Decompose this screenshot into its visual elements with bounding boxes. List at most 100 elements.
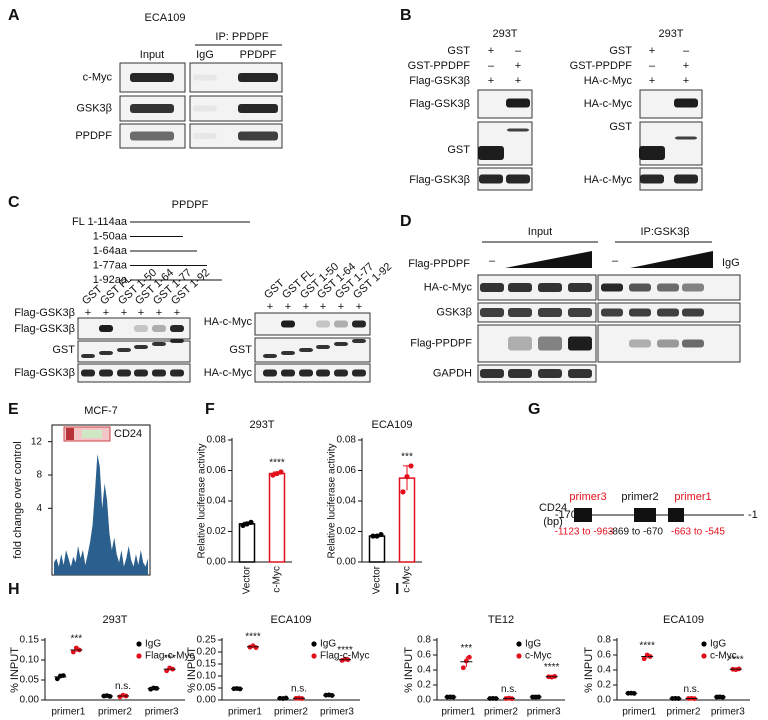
sign: +	[488, 45, 494, 57]
band	[170, 339, 184, 343]
band	[538, 336, 562, 351]
significance: ****	[544, 662, 560, 673]
row-label: GAPDH	[433, 367, 472, 379]
data-point	[404, 474, 410, 480]
y-tick-label: 0.04	[207, 496, 227, 507]
gene-direction: CD24	[114, 428, 142, 440]
row-label: HA-c-Myc	[424, 281, 473, 293]
y-tick-label: 0.0	[417, 695, 431, 706]
row-label: PPDPF	[75, 130, 112, 142]
legend-marker	[701, 653, 707, 659]
data-point	[374, 533, 380, 539]
chart-title: 293T	[102, 614, 127, 626]
x-tick-label: primer3	[320, 707, 354, 718]
band	[480, 369, 504, 378]
y-tick-label: 0.10	[20, 655, 40, 666]
sign: +	[683, 75, 689, 87]
title: 293T	[658, 28, 683, 40]
panel-label: B	[400, 7, 412, 24]
legend-marker	[516, 653, 522, 659]
legend-marker	[136, 653, 142, 659]
band	[568, 308, 592, 317]
legend-label: IgG	[145, 639, 161, 650]
significance: ****	[337, 645, 353, 656]
band	[480, 308, 504, 317]
band	[629, 339, 651, 348]
y-tick-label: 0.00	[197, 695, 217, 706]
band	[152, 342, 166, 346]
y-tick-label: 0.2	[417, 680, 431, 691]
x-tick-label: primer1	[228, 707, 262, 718]
legend-marker	[311, 653, 317, 659]
sign: –	[515, 45, 522, 57]
y-tick-label: 0.05	[197, 683, 217, 694]
sign: –	[649, 60, 656, 72]
sign: +	[138, 307, 144, 319]
data-point	[378, 531, 384, 538]
significance: ***	[401, 452, 413, 463]
band	[134, 345, 148, 349]
band	[538, 283, 562, 292]
row-label: Flag-GSK3β	[409, 98, 470, 110]
band	[506, 174, 530, 184]
blot	[477, 167, 533, 191]
row-label: GST	[609, 121, 632, 133]
legend-marker	[136, 641, 142, 647]
blot	[254, 312, 371, 336]
panel-label: C	[8, 194, 20, 211]
band	[170, 325, 184, 332]
y-tick-label: 0.02	[207, 526, 227, 537]
band	[352, 369, 366, 377]
significance: ****	[245, 631, 261, 642]
y-tick-label: 0.00	[207, 557, 227, 568]
y-tick-label: 0.20	[197, 647, 217, 658]
primer-range: -1123 to -963	[555, 527, 614, 538]
band	[508, 308, 532, 317]
row-label: GSK3β	[436, 306, 472, 318]
unit-label: (bp)	[543, 516, 563, 528]
band	[538, 369, 562, 378]
x-tick-label: primer2	[98, 707, 132, 718]
row-label: Flag-GSK3β	[14, 323, 75, 335]
sign: +	[488, 75, 494, 87]
sign: +	[683, 60, 689, 72]
row-label: HA-c-Myc	[204, 367, 253, 379]
gene-track	[82, 430, 102, 438]
y-axis-label: % INPUT	[403, 647, 415, 693]
band	[281, 369, 295, 377]
row-label: HA-c-Myc	[204, 316, 253, 328]
panel-label: I	[395, 581, 399, 598]
sign: +	[121, 307, 127, 319]
sign: +	[338, 301, 344, 313]
x-tick-label: primer2	[667, 707, 701, 718]
legend-marker	[701, 641, 707, 647]
blot	[477, 364, 597, 383]
band	[657, 308, 679, 317]
band	[238, 131, 278, 141]
band	[479, 174, 503, 184]
construct-label: 1-92aa	[93, 274, 128, 286]
y-axis-label: % INPUT	[186, 647, 198, 693]
chart-title: ECA109	[663, 614, 704, 626]
significance: ****	[269, 458, 285, 469]
primer-name: primer1	[674, 491, 711, 503]
signal-area	[54, 454, 148, 575]
legend-label: Flag-c-Myc	[320, 651, 369, 662]
band	[130, 131, 174, 141]
legend-label: IgG	[525, 639, 541, 650]
panel-label: E	[8, 401, 19, 418]
y-tick-label: 0.4	[597, 665, 611, 676]
y-axis-label: fold change over control	[12, 441, 24, 558]
band	[639, 146, 665, 160]
chart-title: MCF-7	[84, 405, 118, 417]
panel-label: H	[8, 581, 20, 598]
condition-label: GST-PPDPF	[570, 60, 633, 72]
band	[629, 283, 651, 292]
sign: +	[320, 301, 326, 313]
band	[152, 325, 166, 332]
band	[508, 283, 532, 292]
panel-label: F	[205, 401, 215, 418]
band	[480, 283, 504, 292]
sign: +	[515, 60, 521, 72]
band	[263, 354, 277, 358]
